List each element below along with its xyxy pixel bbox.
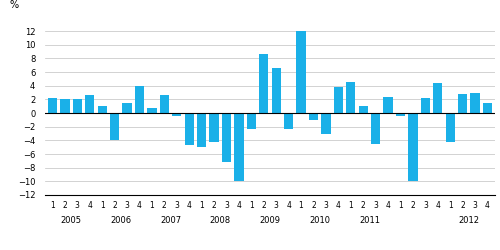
- Bar: [122, 103, 132, 113]
- Bar: [458, 94, 468, 113]
- Bar: [85, 95, 94, 113]
- Bar: [309, 113, 318, 120]
- Bar: [296, 31, 306, 113]
- Bar: [184, 113, 194, 145]
- Bar: [147, 108, 156, 113]
- Bar: [433, 83, 442, 113]
- Bar: [346, 82, 356, 113]
- Bar: [420, 98, 430, 113]
- Bar: [396, 113, 405, 116]
- Bar: [172, 113, 182, 116]
- Bar: [197, 113, 206, 147]
- Bar: [272, 68, 281, 113]
- Bar: [72, 100, 82, 113]
- Bar: [483, 103, 492, 113]
- Bar: [135, 86, 144, 113]
- Bar: [110, 113, 120, 140]
- Text: 2010: 2010: [309, 216, 330, 225]
- Bar: [470, 92, 480, 113]
- Bar: [284, 113, 294, 130]
- Text: 2006: 2006: [110, 216, 132, 225]
- Bar: [446, 113, 455, 142]
- Text: 2012: 2012: [458, 216, 479, 225]
- Bar: [160, 95, 169, 113]
- Text: 2011: 2011: [359, 216, 380, 225]
- Bar: [246, 113, 256, 129]
- Text: %: %: [9, 0, 18, 10]
- Text: 2005: 2005: [60, 216, 82, 225]
- Bar: [384, 97, 393, 113]
- Bar: [98, 106, 107, 113]
- Bar: [322, 113, 330, 134]
- Text: 2009: 2009: [260, 216, 280, 225]
- Bar: [408, 113, 418, 181]
- Bar: [234, 113, 244, 181]
- Bar: [48, 98, 57, 113]
- Bar: [222, 113, 231, 162]
- Text: 2007: 2007: [160, 216, 181, 225]
- Bar: [60, 99, 70, 113]
- Bar: [259, 54, 268, 113]
- Bar: [334, 87, 343, 113]
- Bar: [371, 113, 380, 144]
- Bar: [358, 106, 368, 113]
- Bar: [210, 113, 218, 142]
- Text: 2008: 2008: [210, 216, 231, 225]
